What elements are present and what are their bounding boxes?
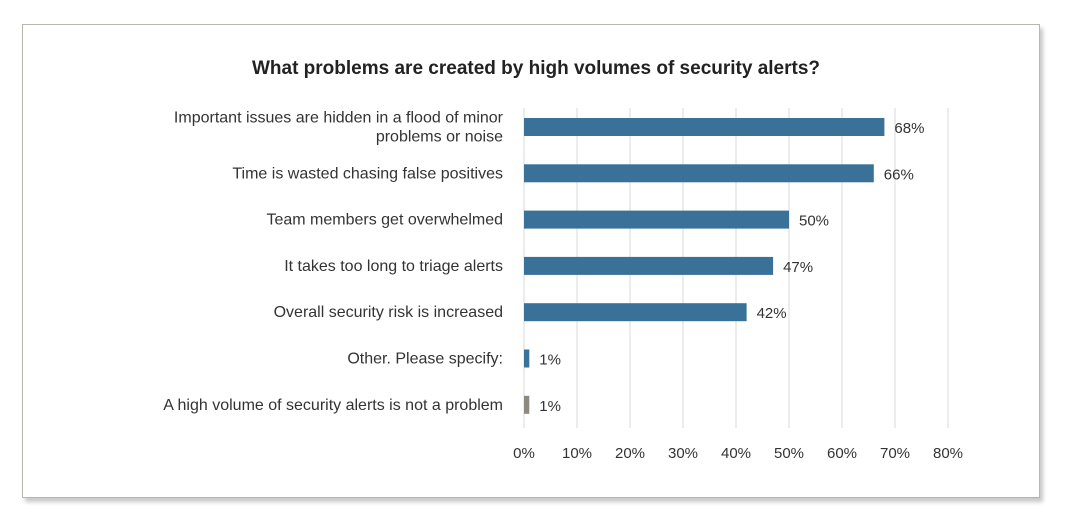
category-label: A high volume of security alerts is not … <box>163 397 503 414</box>
x-tick-label: 50% <box>774 445 804 462</box>
x-tick-label: 10% <box>562 445 592 462</box>
x-tick-label: 60% <box>827 445 857 462</box>
category-label: Important issues are hidden in a flood o… <box>174 110 504 127</box>
bar <box>524 118 885 136</box>
bar <box>524 395 530 414</box>
chart-title: What problems are created by high volume… <box>251 58 821 79</box>
data-label: 1% <box>539 398 561 415</box>
category-label: It takes too long to triage alerts <box>284 258 503 275</box>
category-label: Time is wasted chasing false positives <box>232 165 503 182</box>
bar <box>524 210 789 229</box>
x-tick-label: 30% <box>668 445 698 462</box>
category-label: problems or noise <box>376 129 503 146</box>
bar <box>524 164 874 183</box>
data-label: 42% <box>757 305 787 322</box>
x-tick-label: 0% <box>513 445 535 462</box>
bar <box>524 256 774 275</box>
x-tick-label: 40% <box>721 445 751 462</box>
category-label: Other. Please specify: <box>347 351 503 368</box>
category-label: Team members get overwhelmed <box>266 212 503 229</box>
bar <box>524 303 747 322</box>
data-label: 50% <box>799 213 829 230</box>
bar <box>524 349 530 368</box>
data-label: 66% <box>884 166 914 183</box>
category-label: Overall security risk is increased <box>274 304 503 321</box>
data-label: 68% <box>894 120 924 137</box>
data-label: 1% <box>539 352 561 369</box>
x-tick-label: 20% <box>615 445 645 462</box>
data-label: 47% <box>783 259 813 276</box>
x-tick-label: 70% <box>880 445 910 462</box>
x-tick-label: 80% <box>933 445 963 462</box>
